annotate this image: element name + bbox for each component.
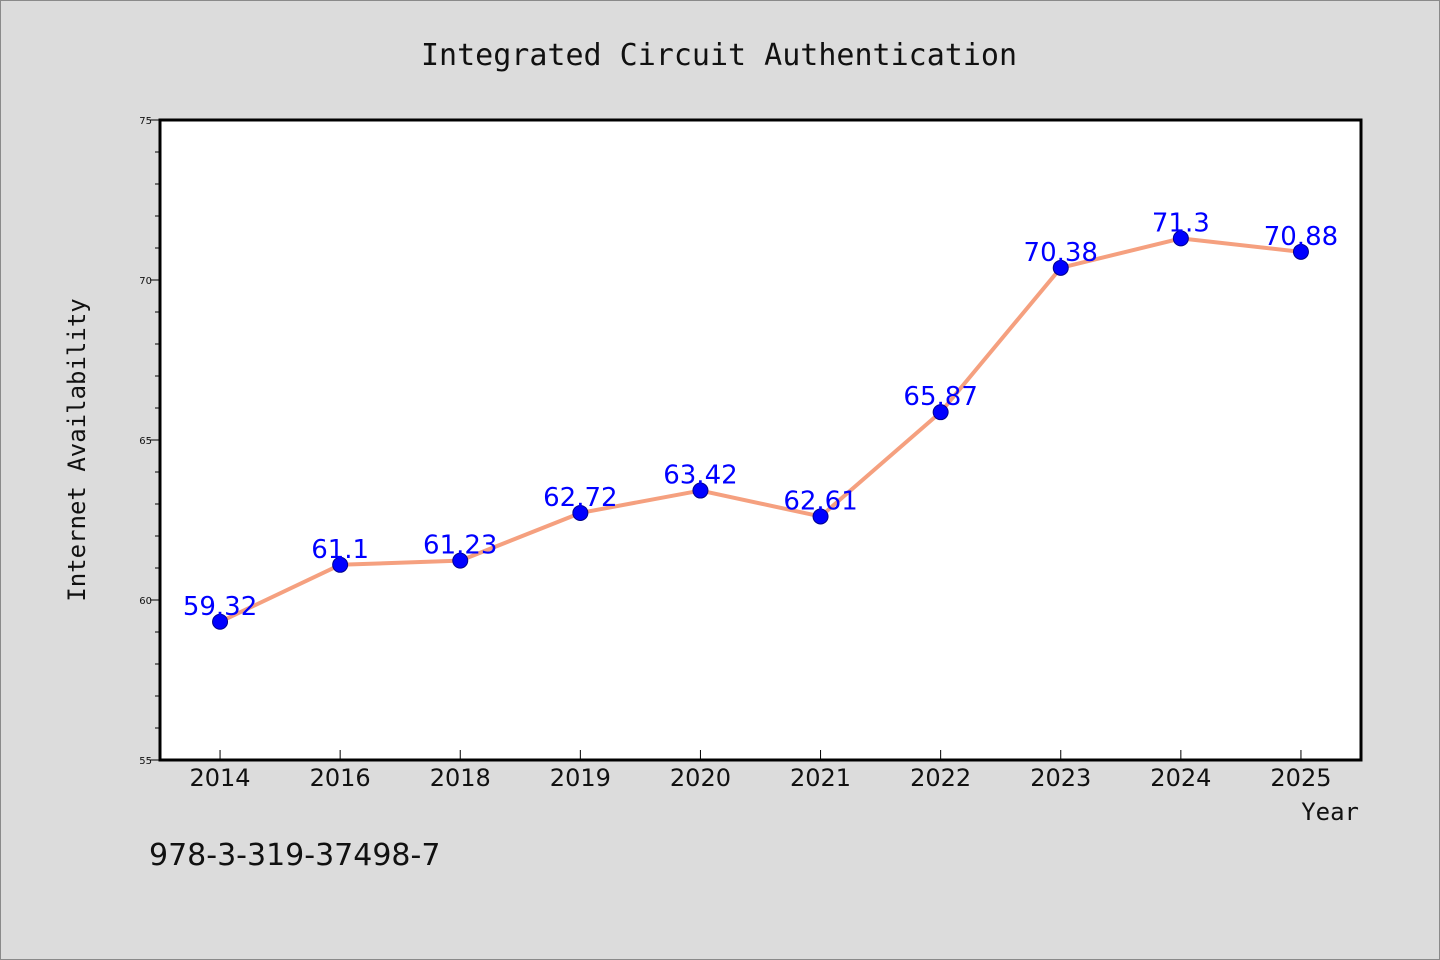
series-line — [219, 236, 1302, 624]
data-point-2025 — [1292, 243, 1309, 260]
x-tick-label: 2014 — [190, 764, 251, 792]
data-point-2014 — [212, 613, 229, 630]
data-label-2016: 61.1 — [311, 535, 369, 565]
data-label-2025: 70.88 — [1264, 222, 1338, 252]
y-tick-label: 70 — [139, 276, 152, 287]
data-label-2019: 62.72 — [543, 483, 617, 513]
x-tick-label: 2019 — [550, 764, 611, 792]
chart-title: Integrated Circuit Authentication — [421, 38, 1017, 73]
x-tick-label: 2018 — [430, 764, 491, 792]
x-tick-label: 2016 — [310, 764, 371, 792]
y-tick-label: 75 — [139, 116, 152, 127]
data-label-2018: 61.23 — [423, 531, 497, 561]
data-label-layer: 59.32 61.1 61.23 62.72 63.42 62.61 65.87 70.38 7… — [183, 208, 1338, 621]
x-axis-ticks: 2014 2016 2018 2019 2020 2021 2022 2023 2024 2025 — [190, 750, 1331, 792]
data-label-2024: 71.3 — [1152, 208, 1210, 238]
isbn-footer: 978-3-319-37498-7 — [149, 838, 440, 873]
y-tick-label: 60 — [139, 596, 152, 607]
y-axis-ticks: 55 60 65 70 75 — [139, 116, 160, 767]
y-axis-label: Internet Availability — [63, 298, 91, 601]
x-tick-label: 2022 — [910, 764, 971, 792]
data-point-2024 — [1172, 230, 1189, 247]
y-tick-label: 55 — [139, 756, 152, 767]
x-tick-label: 2023 — [1030, 764, 1091, 792]
plot-area — [158, 118, 1363, 762]
data-point-2022 — [932, 404, 949, 421]
data-point-2019 — [572, 504, 589, 521]
data-label-2023: 70.38 — [1024, 238, 1098, 268]
x-tick-label: 2020 — [670, 764, 731, 792]
data-point-2016 — [332, 556, 349, 573]
data-label-2021: 62.61 — [783, 486, 857, 516]
data-label-2020: 63.42 — [663, 461, 737, 491]
x-tick-label: 2024 — [1150, 764, 1211, 792]
series-layer — [212, 230, 1309, 630]
data-label-2014: 59.32 — [183, 592, 257, 622]
data-label-2022: 65.87 — [903, 382, 977, 412]
y-tick-label: 65 — [139, 436, 152, 447]
data-point-2023 — [1052, 259, 1069, 276]
x-tick-label: 2021 — [790, 764, 851, 792]
x-axis-label: Year — [1301, 798, 1359, 826]
data-point-2021 — [812, 508, 829, 525]
x-tick-label: 2025 — [1270, 764, 1331, 792]
data-point-2020 — [692, 482, 709, 499]
data-point-2018 — [452, 552, 469, 569]
